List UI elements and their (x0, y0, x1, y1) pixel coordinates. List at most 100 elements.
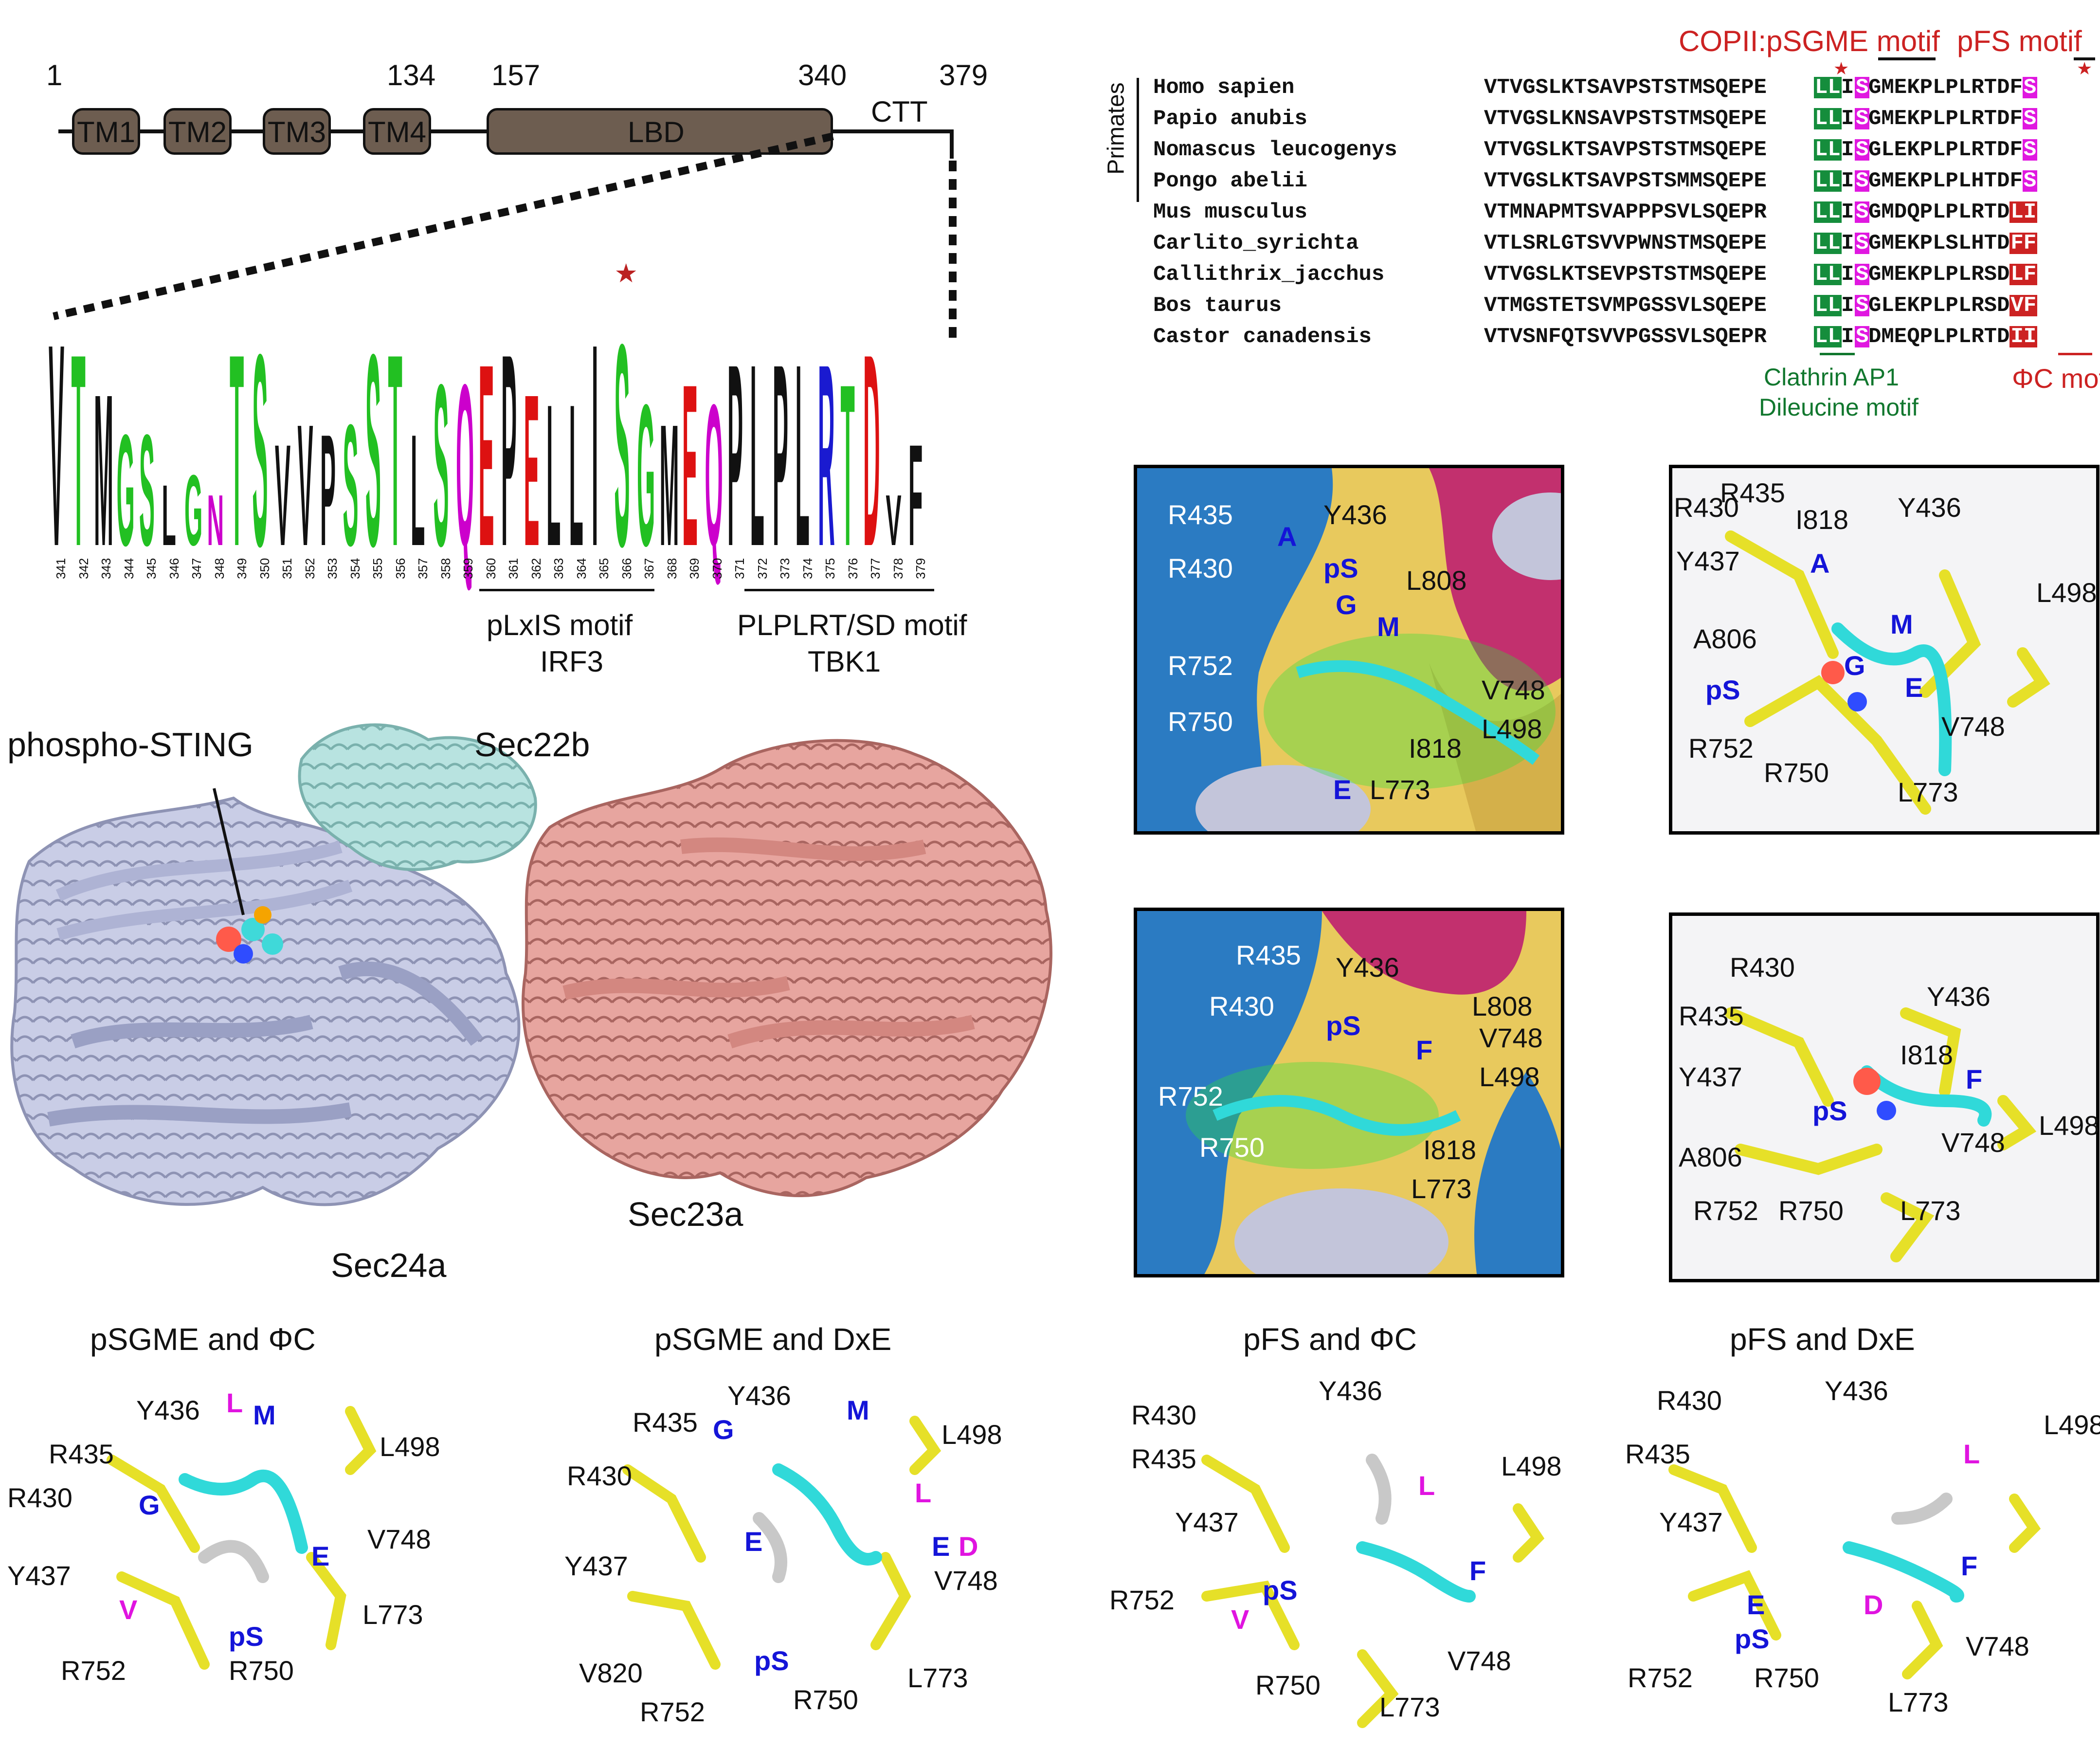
logo-letter: T (230, 297, 244, 603)
seq-ll: LL (1814, 169, 1842, 193)
residue-label: L773 (907, 1662, 968, 1693)
residue-label: G (1844, 650, 1865, 681)
residue-label: Y436 (136, 1395, 200, 1425)
motif1-sub: IRF3 (540, 645, 604, 678)
residue-label: R752 (1693, 1195, 1758, 1226)
seq-i: I (1841, 200, 1854, 224)
residue-label: pS (229, 1621, 264, 1652)
residue-label: F (1966, 1064, 1983, 1094)
seq-end: LF (2009, 262, 2038, 287)
seq-prefix: VTVGSLKNSAVPSTSTMSQEPE (1484, 107, 1767, 131)
residue-label: L773 (1888, 1687, 1949, 1717)
residue-label: R430 (1209, 991, 1274, 1021)
logo-position: 369 (687, 558, 702, 579)
logo-letter: G (637, 362, 655, 588)
residue-label: V748 (1941, 711, 2005, 742)
sec22b-label: Sec22b (474, 726, 590, 764)
sec24a-ribbon (10, 796, 521, 1206)
seq-prefix: VTLSRLGTSVVPWNSTMSQEPE (1484, 231, 1767, 255)
residue-label: L498 (380, 1431, 440, 1462)
seq-s: S (1855, 262, 1870, 287)
logo-position: 375 (823, 558, 837, 579)
residue-label: R750 (1255, 1670, 1321, 1700)
logo-letter: V (298, 388, 313, 582)
seq-suffix: GMEKPLPLRTDF (1868, 107, 2023, 131)
pos-1: 1 (46, 59, 63, 91)
residue-label: R430 (1168, 553, 1233, 583)
logo-letter: S (434, 337, 449, 594)
logo-position: 373 (778, 558, 792, 579)
lbd-label: LBD (628, 116, 685, 148)
species-name: Pongo abelii (1153, 169, 1307, 193)
residue-label: R752 (640, 1696, 705, 1727)
logo-position: 357 (416, 558, 430, 579)
logo-letter: P (773, 310, 788, 601)
residue-label: R752 (1688, 733, 1754, 764)
group-bracket (1137, 78, 1139, 202)
seq-end: S (2022, 107, 2038, 131)
logo-letter: T (841, 337, 855, 594)
residue-label: L498 (2044, 1409, 2100, 1440)
residue-label: G (713, 1414, 734, 1445)
residue-label: Y436 (1898, 492, 1961, 523)
logo-letter: S (343, 388, 358, 582)
residue-label: V748 (1448, 1645, 1511, 1676)
logo-position: 347 (189, 558, 204, 579)
residue-label: V748 (1482, 674, 1545, 705)
surface-panel-1 (1134, 465, 1564, 835)
seq-s: S (1855, 200, 1870, 224)
sequence-logo: V T M G S L G N T S V V P S S T L S Q E P E L L I S G M E Q P L P L R T D V F★ (49, 259, 923, 607)
seq-suffix: GMEKPLPLRSD (1868, 262, 2010, 287)
residue-label: F (1469, 1555, 1486, 1586)
residue-label: pS (1263, 1575, 1298, 1605)
residue-label: I818 (1423, 1134, 1476, 1165)
logo-letter: S (365, 297, 381, 603)
species-name: Nomascus leucogenys (1153, 138, 1397, 162)
residue-label: V748 (1966, 1631, 2029, 1661)
residue-label: V748 (367, 1524, 431, 1554)
tail-end (950, 129, 954, 159)
logo-position: 355 (370, 558, 385, 579)
residue-label: R752 (1109, 1585, 1175, 1615)
tm1-label: TM1 (77, 116, 135, 148)
logo-letter: L (162, 467, 176, 564)
seq-end: VF (2009, 293, 2038, 318)
residue-label: Y437 (1679, 1061, 1742, 1092)
residue-label: I818 (1409, 733, 1462, 764)
logo-letter: M (94, 350, 113, 591)
header-bar1 (1878, 57, 1936, 60)
logo-position: 342 (76, 558, 91, 579)
logo-letter: S (615, 284, 630, 607)
logo-letter: P (727, 310, 743, 601)
seq-s: S (1855, 138, 1870, 162)
residue-label: R435 (633, 1407, 698, 1438)
logo-position: 345 (144, 558, 159, 579)
seq-s: S (1855, 231, 1870, 255)
logo-position: 356 (393, 558, 408, 579)
logo-letter: L (411, 402, 425, 579)
logo-letter: R (818, 310, 835, 601)
logo-position: 374 (800, 558, 815, 579)
residue-label: R430 (1674, 492, 1739, 523)
seq-end: S (2022, 138, 2038, 162)
zoom-lines (53, 132, 957, 341)
motif1-label: pLxIS motif (487, 609, 633, 641)
domain-tm3 (263, 108, 331, 155)
footer-bar-green (1820, 353, 1855, 355)
residue-label: A806 (1693, 623, 1757, 654)
residue-label: R435 (49, 1439, 114, 1469)
residue-label: Y437 (1676, 546, 1740, 576)
logo-position: 354 (347, 558, 362, 579)
group-label: Primates (1103, 82, 1129, 175)
sec23a-label: Sec23a (628, 1195, 743, 1233)
residue-label: L (226, 1387, 243, 1418)
seq-ll: LL (1814, 231, 1842, 255)
logo-letter: E (479, 310, 494, 601)
residue-label: R435 (1679, 1001, 1744, 1031)
residue-label: M (1377, 611, 1400, 642)
seq-prefix: VTVGSLKTSAVPSTSTMSQEPE (1484, 138, 1767, 162)
logo-position: 370 (709, 558, 724, 579)
footer-green1: Clathrin AP1 (1764, 364, 1899, 391)
surface-panel-2 (1134, 908, 1564, 1277)
residue-label: Y437 (1659, 1507, 1723, 1537)
